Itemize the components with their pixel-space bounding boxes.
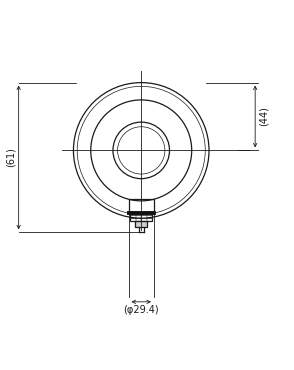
Bar [128, 199, 154, 212]
Bar [135, 221, 147, 227]
Bar [130, 213, 152, 221]
Text: (61): (61) [6, 148, 16, 167]
Text: (44): (44) [258, 107, 268, 127]
Text: (φ29.4): (φ29.4) [123, 305, 159, 315]
